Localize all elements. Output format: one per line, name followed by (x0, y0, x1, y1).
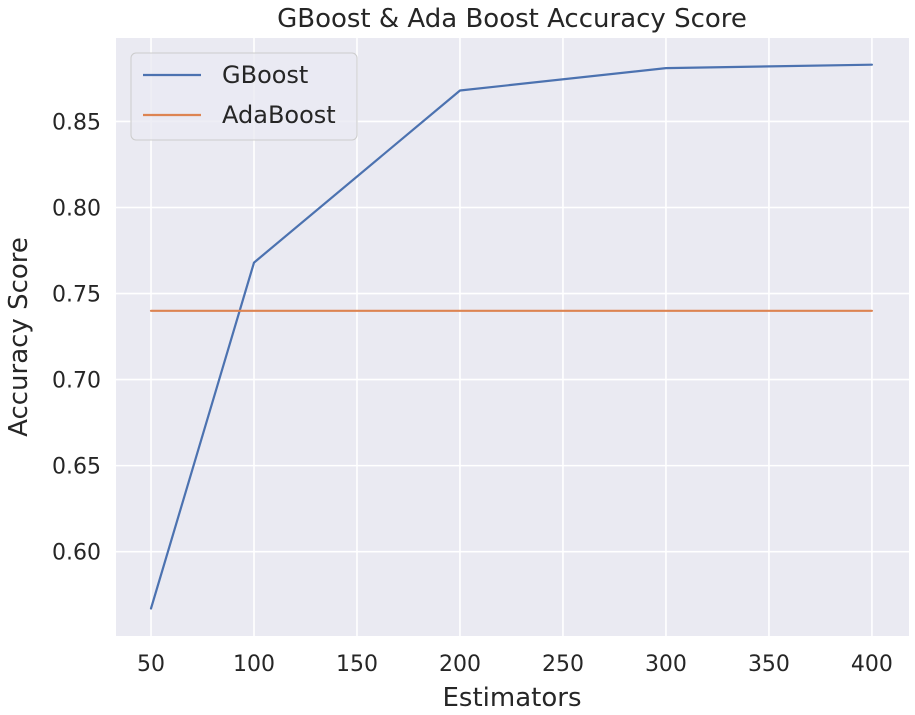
legend-label-adaboost: AdaBoost (222, 101, 336, 129)
y-tick-label: 0.80 (52, 197, 101, 222)
x-tick-label: 150 (336, 652, 378, 677)
y-axis-label: Accuracy Score (4, 237, 34, 437)
grid (116, 38, 909, 636)
legend-label-gboost: GBoost (222, 61, 308, 89)
x-tick-label: 200 (439, 652, 481, 677)
x-tick-label: 400 (851, 652, 893, 677)
y-tick-label: 0.85 (52, 110, 101, 135)
y-tick-label: 0.60 (52, 541, 101, 566)
y-tick-label: 0.65 (52, 455, 101, 480)
series-lines (149, 63, 874, 610)
y-tick-label: 0.75 (52, 283, 101, 308)
x-tick-label: 350 (748, 652, 790, 677)
x-axis-label: Estimators (443, 683, 582, 713)
chart-title: GBoost & Ada Boost Accuracy Score (277, 4, 747, 34)
legend: GBoost AdaBoost (130, 52, 358, 141)
tick-labels: 50 100 150 200 250 300 350 400 0.60 0.65 0.70 0.75 0… (52, 110, 893, 677)
x-tick-label: 250 (542, 652, 584, 677)
x-tick-label: 100 (233, 652, 275, 677)
x-tick-label: 300 (645, 652, 687, 677)
x-tick-label: 50 (137, 652, 165, 677)
series-line-gboost (149, 63, 874, 610)
y-tick-label: 0.70 (52, 369, 101, 394)
